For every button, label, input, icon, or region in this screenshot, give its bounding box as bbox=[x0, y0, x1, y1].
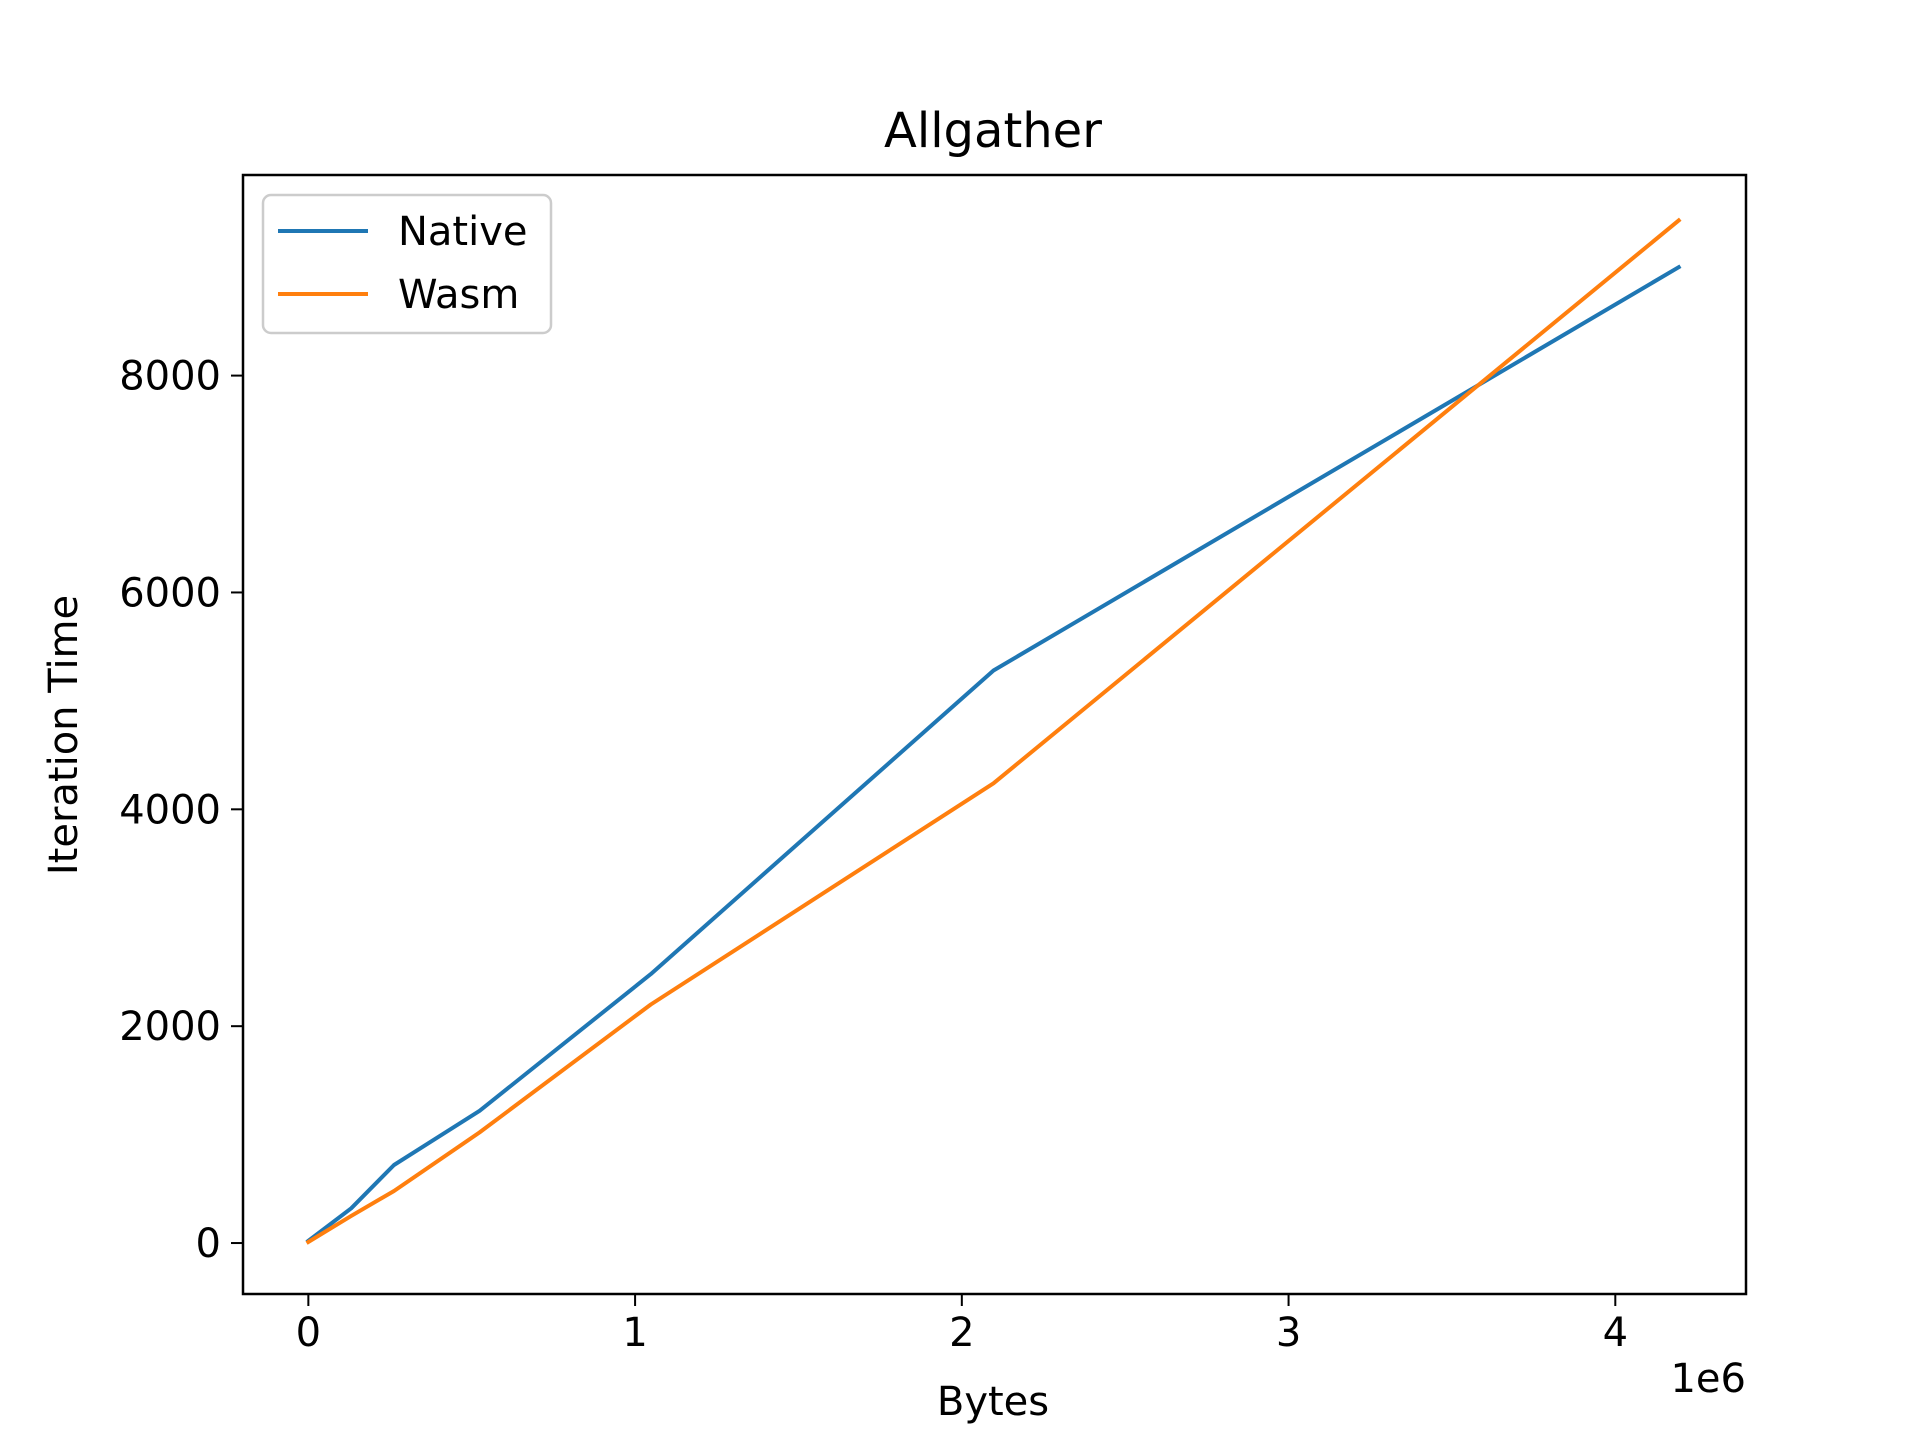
x-axis: 0 1 2 3 4 bbox=[296, 1294, 1628, 1356]
legend: Native Wasm bbox=[261, 193, 553, 335]
legend-label-wasm: Wasm bbox=[398, 272, 519, 318]
x-tick-label: 2 bbox=[949, 1310, 974, 1356]
chart-title: Allgather bbox=[884, 103, 1102, 159]
x-tick-label: 3 bbox=[1276, 1310, 1301, 1356]
x-axis-label: Bytes bbox=[937, 1379, 1049, 1425]
x-tick-label: 1 bbox=[622, 1310, 647, 1356]
legend-label-native: Native bbox=[398, 209, 528, 255]
y-tick-label: 4000 bbox=[119, 787, 221, 833]
y-tick-label: 0 bbox=[196, 1221, 221, 1267]
y-tick-label: 6000 bbox=[119, 570, 221, 616]
x-tick-label: 4 bbox=[1603, 1310, 1628, 1356]
plot-frame bbox=[241, 173, 1748, 1296]
series-line-wasm bbox=[305, 217, 1682, 1245]
x-offset-label: 1e6 bbox=[1670, 1356, 1746, 1402]
y-tick-label: 2000 bbox=[119, 1004, 221, 1050]
series-line-native bbox=[305, 264, 1682, 1244]
series-layer bbox=[305, 217, 1682, 1245]
y-axis-label: Iteration Time bbox=[41, 595, 87, 875]
x-tick-label: 0 bbox=[296, 1310, 321, 1356]
y-axis: 0 2000 4000 6000 8000 bbox=[119, 354, 243, 1267]
y-tick-label: 8000 bbox=[119, 354, 221, 400]
